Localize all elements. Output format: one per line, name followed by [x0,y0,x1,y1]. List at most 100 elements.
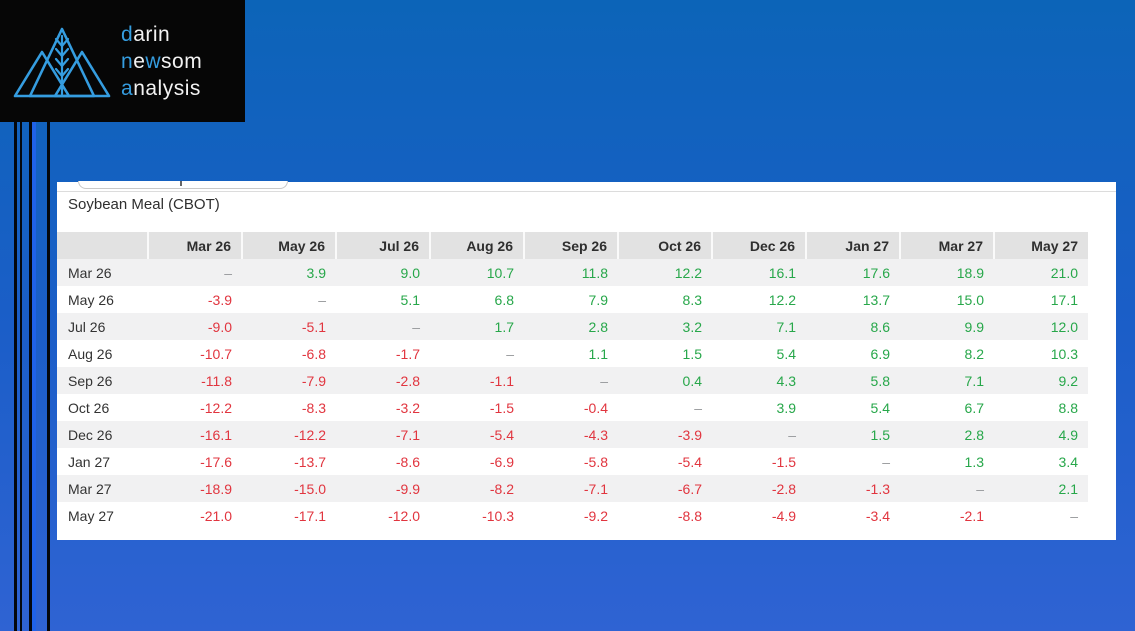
spread-value-cell: -1.1 [430,367,524,394]
column-header: May 26 [241,232,336,259]
spread-value-cell: -10.7 [148,340,242,367]
spread-value-cell: 5.1 [336,286,430,313]
spread-value-cell: -9.9 [336,475,430,502]
spread-value-cell: 3.9 [242,259,336,286]
spread-matrix: Mar 26 May 26 Jul 26 Aug 26 Sep 26 Oct 26 Dec … [57,232,1088,529]
spread-value-cell: – [900,475,994,502]
spread-value-cell: 10.7 [430,259,524,286]
spread-value-cell: 8.8 [994,394,1088,421]
spread-value-cell: -2.1 [900,502,994,529]
spread-value-cell: 15.0 [900,286,994,313]
brand-name: darin newsom analysis [121,21,202,102]
spread-value-cell: -3.9 [618,421,712,448]
spread-value-cell: -8.2 [430,475,524,502]
spread-value-cell: -17.6 [148,448,242,475]
spread-value-cell: – [430,340,524,367]
spread-value-cell: – [148,259,242,286]
spread-value-cell: -12.2 [148,394,242,421]
spread-value-cell: 9.2 [994,367,1088,394]
column-header: Oct 26 [617,232,712,259]
spread-value-cell: 9.9 [900,313,994,340]
vertical-stripe [29,0,32,631]
row-header: Aug 26 [57,340,148,367]
spread-value-cell: -10.3 [430,502,524,529]
spread-value-cell: 18.9 [900,259,994,286]
spread-value-cell: -1.5 [430,394,524,421]
column-header: Jan 27 [805,232,900,259]
spread-value-cell: 1.7 [430,313,524,340]
spread-value-cell: -7.9 [242,367,336,394]
spread-value-cell: 17.6 [806,259,900,286]
spread-value-cell: 12.2 [618,259,712,286]
column-header: Dec 26 [711,232,806,259]
spread-value-cell: -8.3 [242,394,336,421]
row-header: Sep 26 [57,367,148,394]
table-row: Jan 27 -17.6 -13.7 -8.6 -6.9 -5.8 -5.4 -1.5–1.3… [57,448,1088,475]
spread-value-cell: -4.9 [712,502,806,529]
spread-value-cell: 11.8 [524,259,618,286]
spread-value-cell: -15.0 [242,475,336,502]
brand-name-line: newsom [121,50,203,73]
panel-divider [57,191,1116,192]
mountains-wheat-icon [13,27,111,98]
content-panel: Soybean Meal (CBOT) Mar 26 May 26 Jul 26 Au… [57,181,1116,540]
spread-value-cell: – [618,394,712,421]
spread-value-cell: -5.4 [430,421,524,448]
row-header: Oct 26 [57,394,148,421]
spread-value-cell: 12.2 [712,286,806,313]
column-header: May 27 [993,232,1088,259]
spread-value-cell: -2.8 [712,475,806,502]
spread-value-cell: 8.3 [618,286,712,313]
spread-value-cell: 2.1 [994,475,1088,502]
spread-value-cell: -5.4 [618,448,712,475]
table-row: Oct 26 -12.2 -8.3 -3.2 -1.5 -0.4–3.9 5.4 6.7 8.8 [57,394,1088,421]
vertical-stripe [20,0,22,631]
row-header: May 27 [57,502,148,529]
spread-value-cell: 4.9 [994,421,1088,448]
spread-value-cell: -3.9 [148,286,242,313]
spread-value-cell: 5.8 [806,367,900,394]
spread-value-cell: 13.7 [806,286,900,313]
spread-value-cell: 7.1 [712,313,806,340]
cutoff-dropdown[interactable] [78,181,288,189]
spread-value-cell: 3.4 [994,448,1088,475]
column-header: Mar 26 [147,232,242,259]
spread-value-cell: 8.6 [806,313,900,340]
spread-value-cell: -3.4 [806,502,900,529]
table-row: Mar 26–3.9 9.0 10.7 11.8 12.2 16.1 17.6 18.9 21.… [57,259,1088,286]
table-row: Jul 26 -9.0 -5.1–1.7 2.8 3.2 7.1 8.6 9.9 12.0 [57,313,1088,340]
table-row: Aug 26 -10.7 -6.8 -1.7–1.1 1.5 5.4 6.9 8.2 10.3 [57,340,1088,367]
spread-value-cell: 3.9 [712,394,806,421]
vertical-stripe-bright [32,0,36,631]
spread-value-cell: -1.3 [806,475,900,502]
table-row: Sep 26 -11.8 -7.9 -2.8 -1.1–0.4 4.3 5.8 7.1 9.2 [57,367,1088,394]
spread-value-cell: -6.8 [242,340,336,367]
spread-value-cell: 6.8 [430,286,524,313]
spread-value-cell: 5.4 [712,340,806,367]
spread-value-cell: -21.0 [148,502,242,529]
spread-value-cell: -2.8 [336,367,430,394]
spread-value-cell: -6.7 [618,475,712,502]
spread-value-cell: -5.1 [242,313,336,340]
spread-value-cell: -18.9 [148,475,242,502]
spread-value-cell: 1.5 [618,340,712,367]
spread-value-cell: 2.8 [524,313,618,340]
row-header: Dec 26 [57,421,148,448]
spread-value-cell: – [336,313,430,340]
row-header: Jul 26 [57,313,148,340]
brand-name-line: darin [121,23,171,46]
spread-value-cell: -7.1 [524,475,618,502]
cutoff-dropdown-tick [180,181,182,186]
row-header: May 26 [57,286,148,313]
spread-matrix-table: Mar 26 May 26 Jul 26 Aug 26 Sep 26 Oct 26 Dec … [57,232,1088,529]
spread-value-cell: -4.3 [524,421,618,448]
spread-value-cell: 17.1 [994,286,1088,313]
spread-value-cell: 6.7 [900,394,994,421]
row-header: Jan 27 [57,448,148,475]
spread-value-cell: 6.9 [806,340,900,367]
spread-value-cell: 1.5 [806,421,900,448]
column-header: Aug 26 [429,232,524,259]
vertical-stripe [14,0,17,631]
spread-value-cell: -3.2 [336,394,430,421]
spread-value-cell: -16.1 [148,421,242,448]
